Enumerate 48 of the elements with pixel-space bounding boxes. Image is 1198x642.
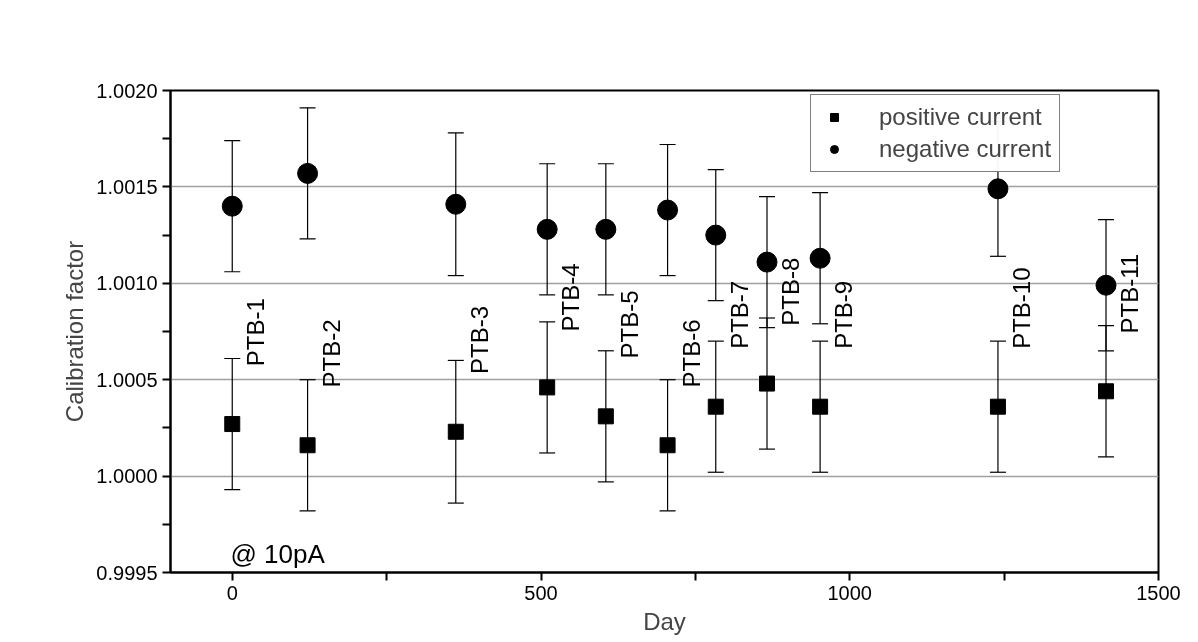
x-tick-label: 1500 (1136, 581, 1181, 604)
annotation: PTB-2 (317, 319, 345, 388)
y-axis-title: Calibration factor (61, 240, 89, 423)
annotation: PTB-7 (725, 280, 753, 349)
annotation: PTB-5 (615, 290, 643, 359)
point (1095, 274, 1117, 296)
annotation: PTB-11 (1116, 253, 1144, 334)
annotation: PTB-3 (465, 305, 493, 374)
legend-label: negative current (879, 135, 1052, 163)
point (445, 193, 467, 215)
x-axis-title: Day (643, 607, 686, 635)
point (597, 408, 614, 425)
point (705, 224, 727, 246)
annotation: PTB-6 (677, 319, 705, 388)
point (447, 423, 464, 440)
point (659, 437, 676, 454)
annotation: PTB-8 (777, 257, 805, 326)
point (756, 251, 778, 273)
point (224, 416, 241, 433)
point (989, 398, 1006, 415)
y-tick-label: 1.0010 (96, 272, 158, 295)
point (987, 178, 1009, 200)
point (657, 199, 679, 221)
x-tick-label: 500 (524, 581, 558, 604)
point (809, 247, 831, 269)
point (759, 375, 776, 392)
annotation: PTB-10 (1007, 267, 1035, 349)
annotation: PTB-4 (557, 263, 585, 332)
point (707, 398, 724, 415)
annotation: PTB-9 (830, 280, 858, 349)
x-tick-label: 0 (226, 581, 238, 604)
y-tick-label: 1.0020 (96, 79, 158, 102)
y-tick-label: 1.0015 (96, 175, 158, 198)
y-tick-label: 0.9995 (96, 561, 158, 584)
y-tick-label: 1.0005 (96, 368, 158, 391)
point (297, 162, 319, 184)
point (299, 437, 316, 454)
point (536, 218, 558, 240)
point (221, 195, 243, 217)
legend-label: positive current (879, 103, 1042, 131)
text: @ 10pA (230, 538, 326, 569)
point (812, 398, 829, 415)
annotation: PTB-1 (242, 298, 270, 367)
x-tick-label: 1000 (827, 581, 872, 604)
point (1098, 383, 1115, 400)
point (539, 379, 556, 396)
point (595, 218, 617, 240)
y-tick-label: 1.0000 (96, 465, 158, 488)
